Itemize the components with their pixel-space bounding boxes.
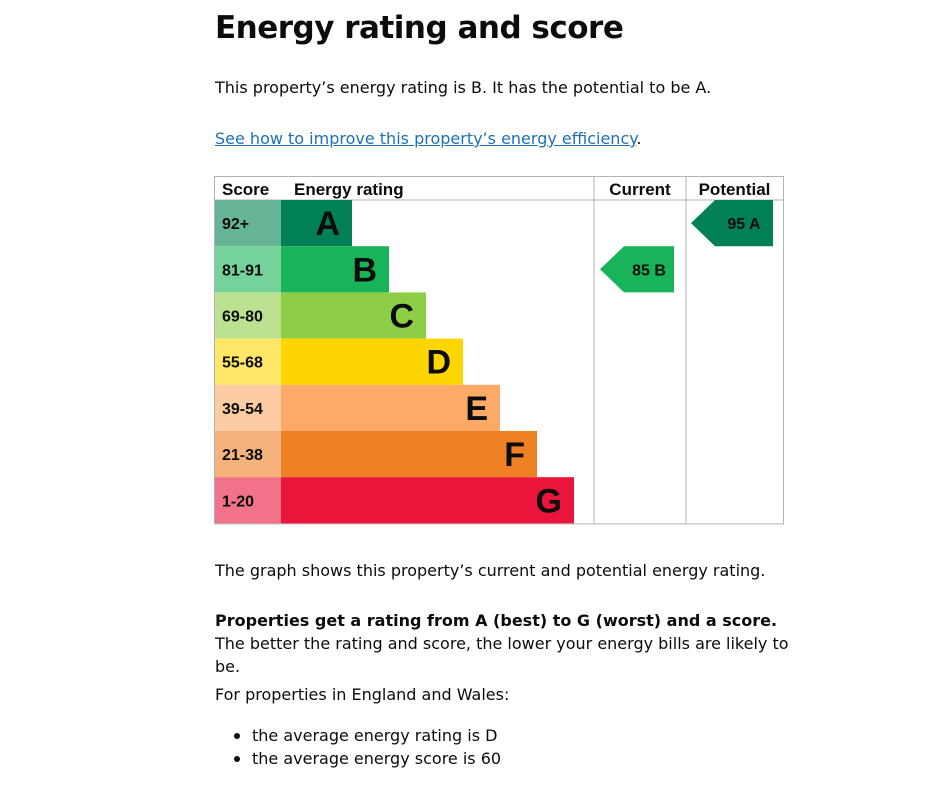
improve-link-suffix: . — [636, 129, 642, 148]
rating-letter-e: E — [465, 390, 488, 428]
score-cell-a — [215, 200, 281, 247]
rating-letter-d: D — [426, 344, 451, 382]
rating-bar-g — [281, 477, 574, 524]
rating-bar-a — [281, 200, 352, 247]
score-range-d: 55-68 — [222, 355, 263, 372]
improve-efficiency-link[interactable]: See how to improve this property’s energ… — [215, 129, 637, 148]
average-score-item: the average energy score is 60 — [215, 747, 501, 770]
rating-explanation-bold: Properties get a rating from A (best) to… — [215, 611, 778, 630]
potential-arrow — [691, 200, 773, 247]
rating-bar-f — [281, 431, 537, 478]
score-cell-d — [215, 338, 281, 385]
current-rating-label: 85 B — [632, 262, 666, 279]
rating-letter-f: F — [504, 436, 525, 474]
score-range-b: 81-91 — [222, 262, 263, 279]
rating-explanation: Properties get a rating from A (best) to… — [215, 609, 795, 678]
averages-list: the average energy rating is D the avera… — [215, 724, 501, 770]
header-score: Score — [222, 180, 269, 199]
rating-letter-a: A — [315, 205, 340, 243]
energy-rating-chart: Score Energy rating Current Potential 92+ A 81… — [214, 176, 784, 525]
rating-letter-b: B — [352, 251, 377, 289]
score-range-f: 21-38 — [222, 447, 263, 464]
rating-letter-g: G — [536, 482, 562, 520]
header-energy-rating: Energy rating — [294, 180, 404, 199]
potential-rating-label: 95 A — [727, 216, 761, 233]
score-cell-e — [215, 384, 281, 431]
page-title: Energy rating and score — [215, 10, 624, 46]
regions-label: For properties in England and Wales: — [215, 685, 510, 704]
rating-summary: This property’s energy rating is B. It h… — [215, 78, 712, 97]
score-range-c: 69-80 — [222, 309, 263, 326]
current-arrow — [600, 246, 674, 293]
rating-bar-d — [281, 338, 463, 385]
rating-letter-c: C — [389, 298, 414, 336]
header-potential: Potential — [699, 180, 771, 199]
score-range-e: 39-54 — [222, 401, 263, 418]
score-range-g: 1-20 — [222, 493, 254, 510]
score-cell-g — [215, 477, 281, 524]
improve-paragraph: See how to improve this property’s energ… — [215, 127, 642, 150]
header-current: Current — [609, 180, 671, 199]
rating-bar-e — [281, 384, 500, 431]
score-cell-b — [215, 246, 281, 293]
score-cell-f — [215, 431, 281, 478]
score-range-a: 92+ — [222, 216, 249, 233]
rating-explanation-rest: The better the rating and score, the low… — [215, 634, 789, 676]
score-cell-c — [215, 292, 281, 339]
rating-bar-c — [281, 292, 426, 339]
rating-bar-b — [281, 246, 389, 293]
average-rating-item: the average energy rating is D — [215, 724, 501, 747]
chart-frame — [214, 176, 784, 525]
graph-description: The graph shows this property’s current … — [215, 561, 766, 580]
